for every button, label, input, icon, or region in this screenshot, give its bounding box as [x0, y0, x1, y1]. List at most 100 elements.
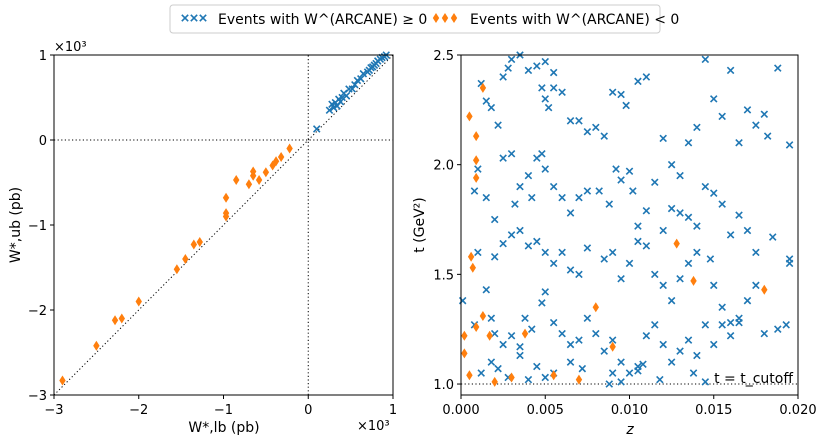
data-point-positive: [629, 187, 637, 195]
data-point-positive: [701, 182, 710, 191]
data-point-positive: [625, 259, 634, 268]
data-point-positive: [634, 222, 642, 230]
data-point-negative: [173, 264, 181, 275]
x-tick-label: −2: [129, 403, 148, 418]
data-point-positive: [575, 336, 583, 344]
data-point-positive: [752, 248, 760, 257]
data-point-positive: [608, 248, 617, 257]
data-point-positive: [726, 66, 735, 75]
data-point-positive: [709, 189, 718, 197]
left-negative-points: [59, 143, 293, 386]
data-point-positive: [516, 226, 524, 235]
left-y-ticks: −3 −2 −1 0 1: [28, 49, 54, 404]
data-point-negative: [472, 322, 480, 332]
data-point-positive: [718, 112, 726, 121]
data-point-positive: [659, 340, 667, 349]
data-point-positive: [549, 182, 558, 191]
data-point-negative: [486, 330, 493, 341]
x-tick-label: 0.015: [695, 403, 732, 418]
right-annotation-cutoff: t = t_cutoff: [714, 371, 793, 387]
data-point-positive: [538, 299, 546, 307]
data-point-positive: [499, 340, 507, 349]
data-point-positive: [600, 255, 608, 263]
y-tick-label: −3: [28, 389, 47, 404]
data-point-positive: [608, 336, 617, 344]
data-point-positive: [774, 64, 782, 72]
data-point-positive: [642, 332, 651, 340]
data-point-positive: [583, 128, 592, 136]
left-scatter-panel: −3 −2 −1 0 1 −3 −2 −1 0 1 ×10³ ×10³ W*,lb (pb) W…: [8, 40, 397, 436]
data-point-negative: [673, 238, 680, 249]
data-point-negative: [491, 376, 498, 387]
data-point-positive: [487, 314, 496, 322]
legend: Events with W^(ARCANE) ≥ 0 Events with W…: [169, 4, 679, 34]
data-point-positive: [575, 270, 583, 279]
data-point-positive: [676, 209, 684, 217]
data-point-positive: [549, 318, 558, 327]
data-point-positive: [470, 187, 479, 195]
data-point-positive: [507, 149, 516, 158]
data-point-negative: [222, 208, 230, 219]
data-point-positive: [605, 380, 614, 388]
y-tick-label: 2.5: [433, 49, 454, 64]
data-point-positive: [735, 138, 743, 147]
data-point-positive: [701, 55, 710, 64]
data-point-positive: [524, 171, 533, 180]
data-point-positive: [490, 215, 499, 224]
data-point-positive: [524, 375, 533, 384]
data-point-positive: [709, 340, 718, 349]
data-point-negative: [466, 111, 473, 122]
data-point-positive: [507, 55, 516, 64]
data-point-negative: [182, 254, 189, 264]
data-point-positive: [701, 378, 710, 386]
data-point-positive: [583, 187, 592, 195]
data-point-positive: [709, 95, 718, 103]
data-point-positive: [785, 141, 794, 149]
data-point-positive: [639, 360, 647, 369]
data-point-positive: [583, 314, 592, 322]
right-y-axis-label: t (GeV²): [412, 197, 428, 253]
data-point-positive: [549, 84, 558, 92]
data-point-positive: [726, 231, 735, 239]
data-point-positive: [785, 255, 794, 263]
data-point-positive: [549, 68, 558, 77]
data-point-negative: [575, 374, 583, 385]
x-tick-label: −1: [214, 403, 233, 418]
data-point-positive: [336, 97, 345, 106]
data-point-negative: [461, 330, 468, 341]
data-point-positive: [651, 178, 659, 186]
data-point-positive: [359, 69, 368, 78]
data-point-positive: [667, 358, 676, 366]
data-point-negative: [592, 302, 599, 313]
legend-x-marker: [181, 14, 189, 22]
data-point-positive: [782, 321, 790, 329]
data-point-positive: [743, 106, 752, 114]
data-point-positive: [709, 281, 718, 290]
data-point-positive: [499, 239, 507, 248]
legend-marker-negative: [432, 13, 458, 23]
y-tick-label: 1: [39, 49, 47, 64]
data-point-positive: [566, 209, 575, 217]
data-point-negative: [255, 174, 263, 185]
data-point-positive: [521, 314, 529, 322]
data-point-positive: [516, 182, 524, 191]
data-point-positive: [684, 138, 693, 147]
data-point-positive: [634, 237, 642, 246]
data-point-positive: [676, 347, 684, 355]
data-point-positive: [474, 248, 482, 257]
data-point-positive: [667, 296, 676, 305]
data-point-positive: [511, 200, 519, 208]
data-point-positive: [718, 321, 726, 329]
data-point-positive: [617, 274, 625, 283]
data-point-positive: [774, 325, 782, 333]
data-point-negative: [262, 167, 270, 178]
data-point-negative: [467, 251, 475, 262]
data-point-positive: [659, 134, 667, 143]
data-point-positive: [338, 93, 346, 102]
data-point-positive: [659, 226, 667, 235]
data-point-positive: [656, 375, 664, 384]
x-tick-label: 0.020: [779, 403, 816, 418]
data-point-negative: [761, 284, 768, 295]
data-point-positive: [325, 106, 334, 115]
